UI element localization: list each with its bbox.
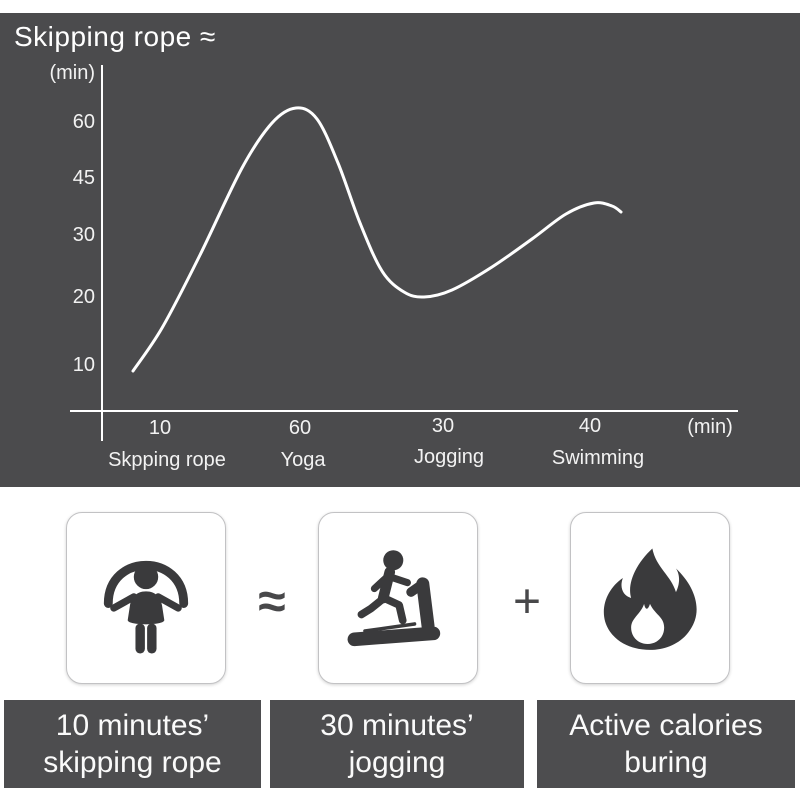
flame-icon bbox=[603, 548, 697, 650]
footer-line: 30 minutes’ bbox=[320, 709, 474, 742]
skipping-rope-icon bbox=[103, 560, 189, 654]
footer-line: skipping rope bbox=[43, 746, 222, 779]
footer-line: 10 minutes’ bbox=[55, 709, 210, 742]
footer-box-calories: Active calories buring bbox=[537, 700, 795, 788]
y-tick-30: 30 bbox=[72, 224, 95, 246]
x-minutes-jogging: 30 bbox=[431, 415, 455, 437]
y-tick-20: 20 bbox=[72, 286, 95, 308]
footer-line: buring bbox=[624, 746, 708, 779]
line-chart bbox=[70, 65, 738, 441]
y-tick-45: 45 bbox=[72, 167, 95, 189]
plus-symbol: + bbox=[512, 575, 542, 629]
activity-label-yoga: Yoga bbox=[280, 449, 326, 471]
activity-label-swimming: Swimming bbox=[551, 447, 645, 469]
equivalence-curve bbox=[131, 106, 623, 373]
x-minutes-swimming: 40 bbox=[578, 415, 602, 437]
page-title: Skipping rope ≈ bbox=[14, 21, 216, 52]
footer-box-skipping: 10 minutes’ skipping rope bbox=[4, 700, 261, 788]
treadmill-jogging-icon bbox=[347, 550, 441, 647]
chart-panel: Skipping rope ≈ (min) 60 45 30 20 10 10 … bbox=[0, 13, 800, 487]
x-axis-unit: (min) bbox=[687, 416, 733, 438]
activity-label-jogging: Jogging bbox=[413, 446, 485, 468]
x-minutes-skipping: 10 bbox=[148, 417, 172, 439]
y-tick-60: 60 bbox=[72, 111, 95, 133]
treadmill-card bbox=[318, 512, 478, 684]
x-minutes-yoga: 60 bbox=[288, 417, 312, 439]
footer-line: Active calories bbox=[569, 709, 763, 742]
y-tick-10: 10 bbox=[72, 354, 95, 376]
approx-symbol: ≈ bbox=[258, 573, 286, 629]
y-axis-unit: (min) bbox=[49, 62, 95, 84]
footer-box-jogging: 30 minutes’ jogging bbox=[270, 700, 524, 788]
footer-line: jogging bbox=[348, 746, 446, 779]
activity-label-skipping: Skpping rope bbox=[108, 449, 226, 471]
calories-card bbox=[570, 512, 730, 684]
skipping-rope-card bbox=[66, 512, 226, 684]
